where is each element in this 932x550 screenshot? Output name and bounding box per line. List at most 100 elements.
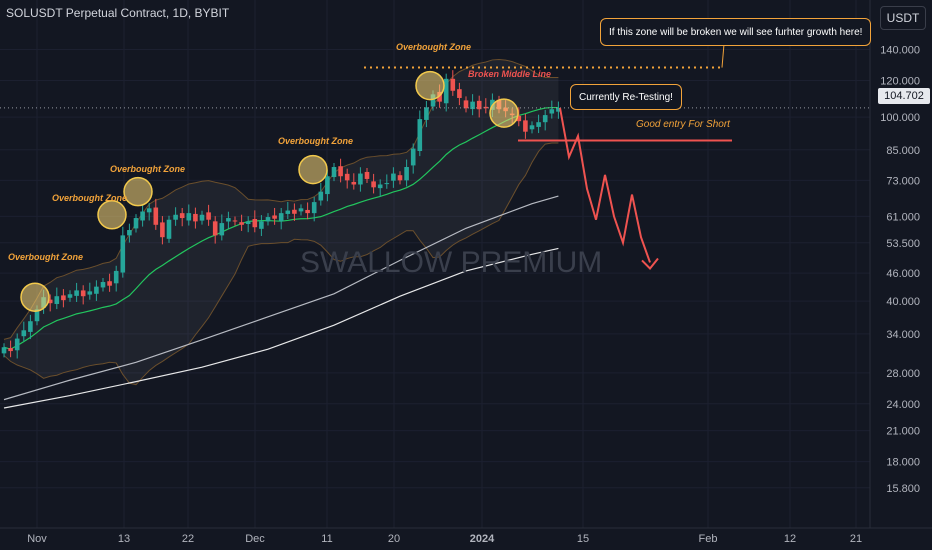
candle-body xyxy=(120,235,126,273)
candle-body xyxy=(476,100,482,110)
label-broken-middle: Broken Middle Line xyxy=(468,69,552,79)
bollinger-lower xyxy=(3,142,559,386)
candle-body xyxy=(285,210,291,214)
x-tick-label: 2024 xyxy=(470,533,495,545)
y-tick-label: 15.800 xyxy=(886,483,920,495)
candle-body xyxy=(443,78,449,104)
bollinger-upper xyxy=(3,58,559,340)
candle-body xyxy=(252,219,258,228)
candle-body xyxy=(371,181,376,188)
moving-averages xyxy=(3,195,559,409)
candle-body xyxy=(34,309,40,322)
candle-body xyxy=(351,181,357,185)
callout-breakout: If this zone will be broken we will see … xyxy=(600,18,872,46)
x-tick-label: 15 xyxy=(577,533,589,545)
candle-body xyxy=(160,222,165,238)
y-tick-label: 53.500 xyxy=(886,238,920,250)
overbought-circle xyxy=(298,154,328,185)
y-tick-label: 140.000 xyxy=(880,45,920,57)
x-tick-label: Nov xyxy=(27,533,47,545)
projection-arrowhead xyxy=(641,257,659,270)
candle-body xyxy=(298,208,304,212)
candle-body xyxy=(239,222,244,225)
candle-body xyxy=(74,290,79,296)
candle-body xyxy=(549,109,555,114)
candle-body xyxy=(140,211,145,221)
candle-body xyxy=(47,299,53,304)
candle-body xyxy=(107,281,112,286)
candle-body xyxy=(384,183,390,185)
candle-body xyxy=(21,330,27,337)
candle-body xyxy=(133,218,139,229)
candle-body xyxy=(259,221,264,229)
callout-pointer xyxy=(721,43,725,68)
candle-body xyxy=(450,78,456,91)
candle-body xyxy=(311,202,317,214)
candle-body xyxy=(417,119,423,152)
candle-body xyxy=(80,290,86,297)
candle-body xyxy=(529,125,535,130)
y-tick-label: 46.000 xyxy=(886,268,920,280)
candle-body xyxy=(153,207,159,225)
candle-body xyxy=(470,101,475,110)
currency-selector[interactable]: USDT xyxy=(880,6,926,30)
candle-body xyxy=(146,208,152,213)
candle-body xyxy=(325,176,330,195)
y-tick-label: 85.000 xyxy=(886,145,920,157)
label-overbought-top: Overbought Zone xyxy=(396,42,471,52)
candle-body xyxy=(87,291,93,295)
y-tick-label: 34.000 xyxy=(886,329,920,341)
candle-body xyxy=(212,221,218,236)
y-tick-label: 21.000 xyxy=(886,426,920,438)
candle-body xyxy=(8,348,13,352)
label-overbought-nov1: Overbought Zone xyxy=(8,252,83,262)
overbought-circle xyxy=(489,98,519,128)
x-tick-label: 11 xyxy=(321,533,332,545)
candle-body xyxy=(331,167,337,178)
y-tick-label: 61.000 xyxy=(886,211,920,223)
y-tick-label: 120.000 xyxy=(880,75,920,87)
candle-body xyxy=(305,209,310,214)
x-tick-label: Dec xyxy=(245,533,265,545)
current-price-tag: 104.702 xyxy=(878,88,930,104)
overbought-circle xyxy=(20,282,50,312)
y-tick-label: 73.000 xyxy=(886,175,920,187)
candle-body xyxy=(232,220,238,222)
x-tick-label: Feb xyxy=(699,533,718,545)
candle-body xyxy=(377,184,383,189)
candle-body xyxy=(166,219,172,239)
candle-body xyxy=(113,270,119,284)
candle-body xyxy=(54,296,60,304)
candle-body xyxy=(437,91,442,102)
x-tick-label: 20 xyxy=(388,533,400,545)
x-tick-label: 22 xyxy=(182,533,194,545)
y-tick-label: 40.000 xyxy=(886,296,920,308)
candle-body xyxy=(483,106,489,109)
overbought-circle xyxy=(415,70,445,101)
chart-title: SOLUSDT Perpetual Contract, 1D, BYBIT xyxy=(6,6,230,20)
grid xyxy=(0,0,870,528)
candle-body xyxy=(391,173,396,181)
candle-body xyxy=(28,321,33,332)
candle-body xyxy=(292,209,297,214)
candle-body xyxy=(199,214,205,221)
candle-body xyxy=(463,100,469,109)
candle-body xyxy=(278,213,284,222)
candle-body xyxy=(219,223,225,236)
candle-body xyxy=(556,107,561,112)
label-overbought-dec: Overbought Zone xyxy=(278,136,353,146)
y-tick-label: 24.000 xyxy=(886,399,920,411)
candle-body xyxy=(272,215,277,219)
label-overbought-nov13: Overbought Zone xyxy=(110,164,185,174)
candle-body xyxy=(245,221,251,225)
callout-retesting: Currently Re-Testing! xyxy=(570,84,682,110)
candle-body xyxy=(457,89,462,98)
label-short-entry: Good entry For Short xyxy=(636,119,730,130)
label-overbought-nov9: Overbought Zone xyxy=(52,193,127,203)
watermark: SWALLOW PREMIUM xyxy=(300,246,603,279)
moving-average-line xyxy=(3,247,559,409)
candle-body xyxy=(542,115,548,123)
candle-body xyxy=(226,218,231,222)
candle-body xyxy=(404,167,409,181)
